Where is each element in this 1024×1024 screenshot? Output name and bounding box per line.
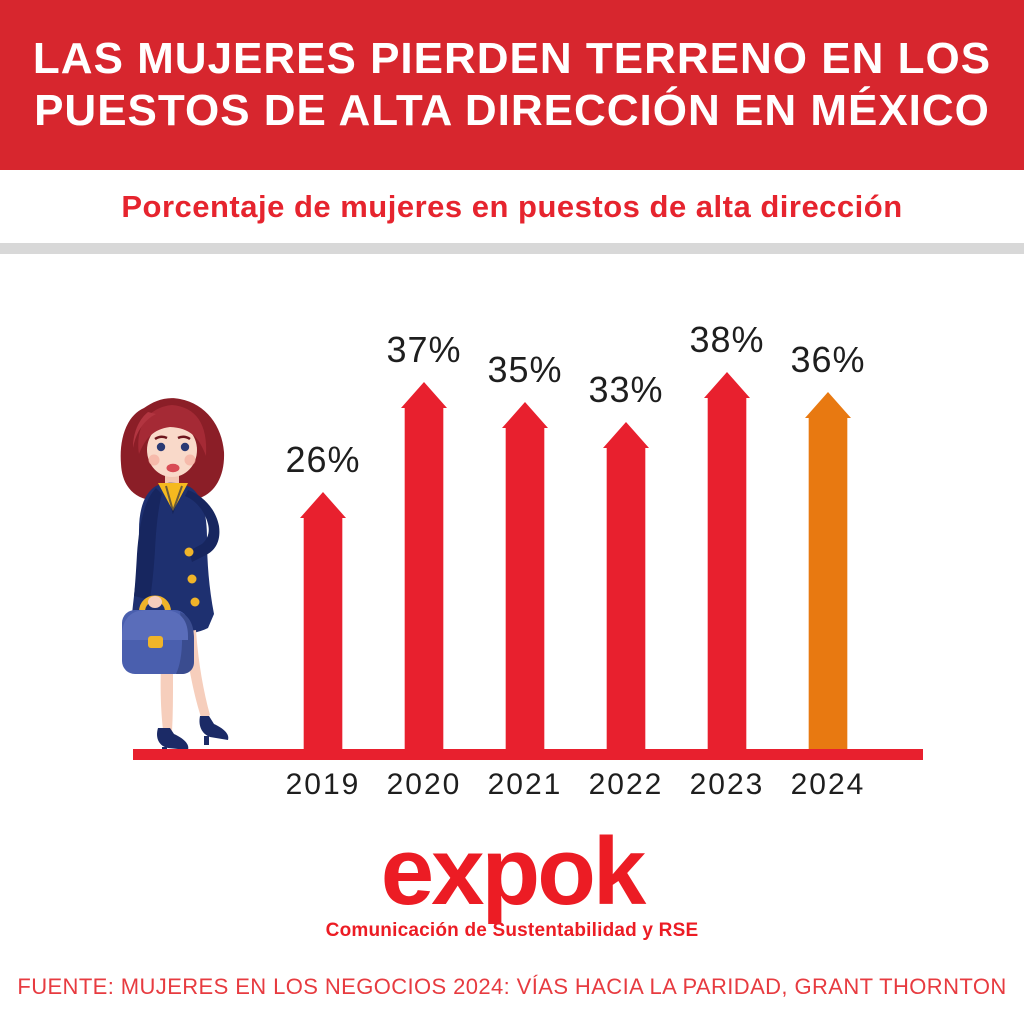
bar-group: 35% 2021 — [473, 349, 577, 801]
briefcase-flap — [122, 610, 188, 640]
bar-value-label: 38% — [689, 319, 765, 360]
bar — [502, 402, 548, 752]
briefcase-clasp — [148, 636, 163, 648]
source-attribution: FUENTE: MUJERES EN LOS NEGOCIOS 2024: VÍ… — [17, 974, 1007, 999]
bar-group: 38% 2023 — [675, 319, 779, 801]
bar-group: 36% 2024 — [776, 339, 880, 801]
woman-hair-fringe — [138, 405, 207, 456]
chart-subtitle: Porcentaje de mujeres en puestos de alta… — [121, 188, 903, 224]
bar-value-label: 33% — [588, 369, 664, 410]
bar — [401, 382, 447, 752]
woman-lips — [166, 463, 180, 473]
businesswoman-illustration — [120, 398, 229, 756]
bar-group: 37% 2020 — [372, 329, 476, 801]
briefcase-gusset — [176, 612, 194, 674]
bar-value-label: 37% — [386, 329, 462, 370]
x-axis-label: 2020 — [386, 768, 462, 801]
woman-lapel-line — [165, 485, 183, 515]
bar-group: 26% 2019 — [271, 439, 375, 801]
bar-group: 33% 2022 — [574, 369, 678, 801]
woman-left-sleeve — [134, 488, 162, 600]
bar-value-label: 26% — [285, 439, 361, 480]
x-axis-label: 2022 — [588, 768, 664, 801]
bar — [805, 392, 851, 752]
divider-strip — [0, 243, 1024, 254]
header-band: LAS MUJERES PIERDEN TERRENO EN LOS PUEST… — [0, 0, 1024, 170]
bar-value-label: 35% — [487, 349, 563, 390]
x-axis-label: 2021 — [487, 768, 563, 801]
woman-blush-right — [184, 454, 196, 466]
page-title-line1: LAS MUJERES PIERDEN TERRENO EN LOS — [32, 34, 992, 83]
x-axis-label: 2024 — [790, 768, 866, 801]
logo-tagline: Comunicación de Sustentabilidad y RSE — [325, 920, 699, 941]
woman-blush-left — [148, 454, 160, 466]
bar — [704, 372, 750, 752]
x-axis-label: 2019 — [285, 768, 361, 801]
bar-value-label: 36% — [790, 339, 866, 380]
x-axis-label: 2023 — [689, 768, 765, 801]
brand-logo-block: expok Comunicación de Sustentabilidad y … — [0, 818, 1024, 942]
expok-logo: expok — [380, 818, 646, 925]
woman-hair-highlight — [133, 412, 156, 448]
page-title-line2: PUESTOS DE ALTA DIRECCIÓN EN MÉXICO — [34, 86, 990, 135]
woman-right-shoe — [199, 716, 229, 745]
x-axis-line — [133, 749, 923, 760]
woman-right-arm-akimbo — [185, 490, 220, 562]
bar — [603, 422, 649, 752]
briefcase — [122, 595, 194, 674]
woman-hand — [148, 596, 162, 608]
woman-coat-buttons — [184, 547, 200, 607]
woman-eyes — [154, 435, 191, 452]
bar — [300, 492, 346, 752]
